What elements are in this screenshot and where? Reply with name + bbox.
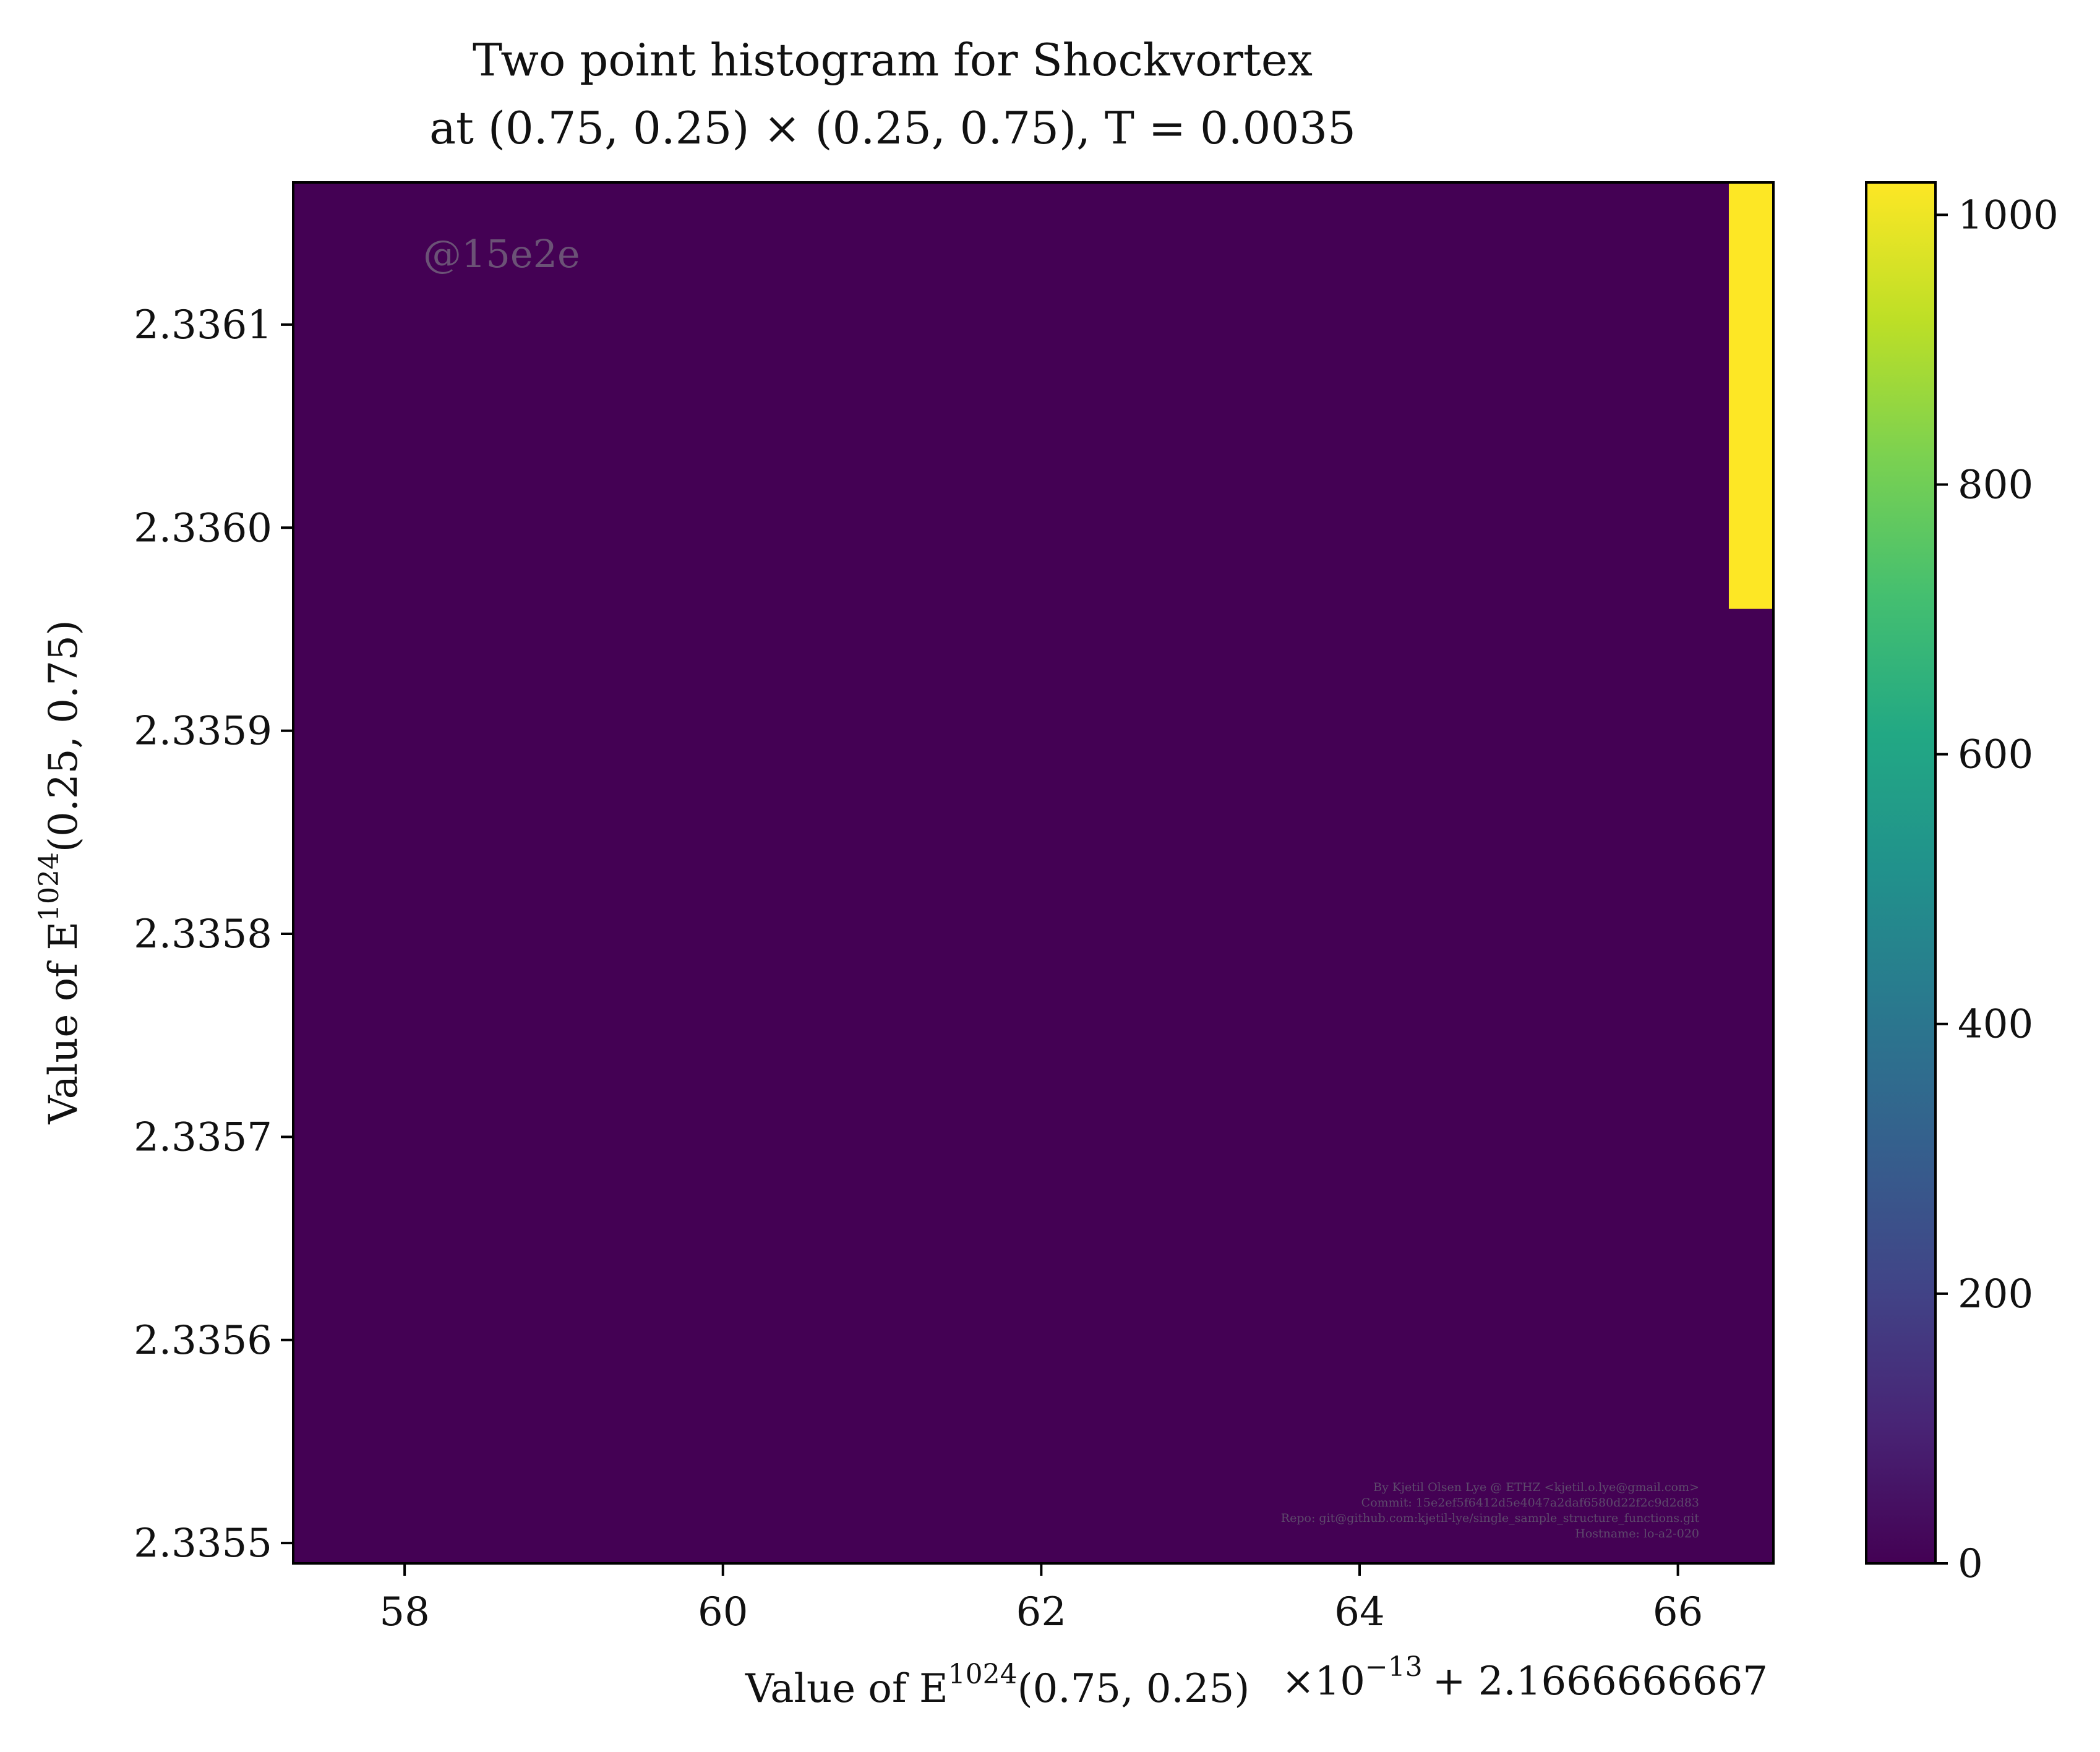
y-tick-label: 2.3359 <box>134 709 272 754</box>
credits-line-2: Commit: 15e2ef5f6412d5e4047a2daf6580d22f… <box>1361 1496 1699 1510</box>
colorbar-tick-label: 0 <box>1958 1541 1983 1587</box>
heatmap-bin-0 <box>1728 182 1773 609</box>
chart-subtitle: at (0.75, 0.25) × (0.25, 0.75), T = 0.00… <box>429 102 1356 154</box>
y-axis-label-sup: 1024 <box>33 852 65 921</box>
heatmap-background <box>293 182 1773 1563</box>
x-axis-label-sup: 1024 <box>948 1659 1018 1690</box>
colorbar <box>1865 181 1937 1565</box>
y-axis-label-prefix: Value of E <box>41 921 87 1125</box>
x-axis-label: Value of E1024(0.75, 0.25) <box>745 1659 1249 1712</box>
y-tick-label: 2.3361 <box>134 302 272 348</box>
x-tick-label: 58 <box>379 1589 429 1635</box>
colorbar-tick-label: 800 <box>1958 462 2033 508</box>
y-tick-label: 2.3356 <box>134 1318 272 1364</box>
chart-title: Two point histogram for Shockvortex <box>473 34 1313 86</box>
y-tick-label: 2.3358 <box>134 912 272 957</box>
colorbar-tick-label: 400 <box>1958 1002 2033 1048</box>
x-offset-add: + 2.1666666667 <box>1433 1659 1768 1704</box>
colorbar-tick-label: 200 <box>1958 1271 2033 1317</box>
y-axis-label: Value of E1024(0.25, 0.75) <box>33 620 87 1124</box>
x-tick-label: 64 <box>1334 1589 1384 1635</box>
y-axis: 2.3355 2.3356 2.3357 2.3358 2.3359 2.3360 2.33… <box>134 302 293 1566</box>
credits-line-4: Hostname: lo-a2-020 <box>1575 1527 1699 1540</box>
colorbar-tick-label: 600 <box>1958 732 2033 778</box>
x-offset-base: ×10 <box>1282 1659 1365 1704</box>
x-tick-label: 60 <box>698 1589 748 1635</box>
x-offset-exp: −13 <box>1365 1651 1423 1683</box>
x-offset-label: ×10−13 + 2.1666666667 <box>1282 1651 1768 1704</box>
y-tick-label: 2.3355 <box>134 1521 272 1566</box>
y-tick-label: 2.3360 <box>134 505 272 551</box>
credits-block: By Kjetil Olsen Lye @ ETHZ <kjetil.o.lye… <box>1281 1481 1700 1540</box>
colorbar-axis: 0 200 400 600 800 1000 <box>1935 192 2059 1587</box>
watermark: @15e2e <box>423 231 580 276</box>
colorbar-tick-label: 1000 <box>1958 192 2059 238</box>
y-axis-label-suffix: (0.25, 0.75) <box>41 620 87 852</box>
x-tick-label: 66 <box>1653 1589 1703 1635</box>
plot-frame <box>292 181 1775 1565</box>
credits-line-3: Repo: git@github.com:kjetil-lye/single_s… <box>1281 1511 1700 1525</box>
x-tick-label: 62 <box>1016 1589 1066 1635</box>
x-axis: 58 60 62 64 66 <box>379 1563 1703 1635</box>
credits-line-1: By Kjetil Olsen Lye @ ETHZ <kjetil.o.lye… <box>1373 1481 1699 1494</box>
y-tick-label: 2.3357 <box>134 1114 272 1160</box>
x-axis-label-prefix: Value of E <box>745 1666 948 1712</box>
x-axis-label-suffix: (0.75, 0.25) <box>1018 1666 1250 1712</box>
heatmap-bins <box>1728 182 1773 609</box>
